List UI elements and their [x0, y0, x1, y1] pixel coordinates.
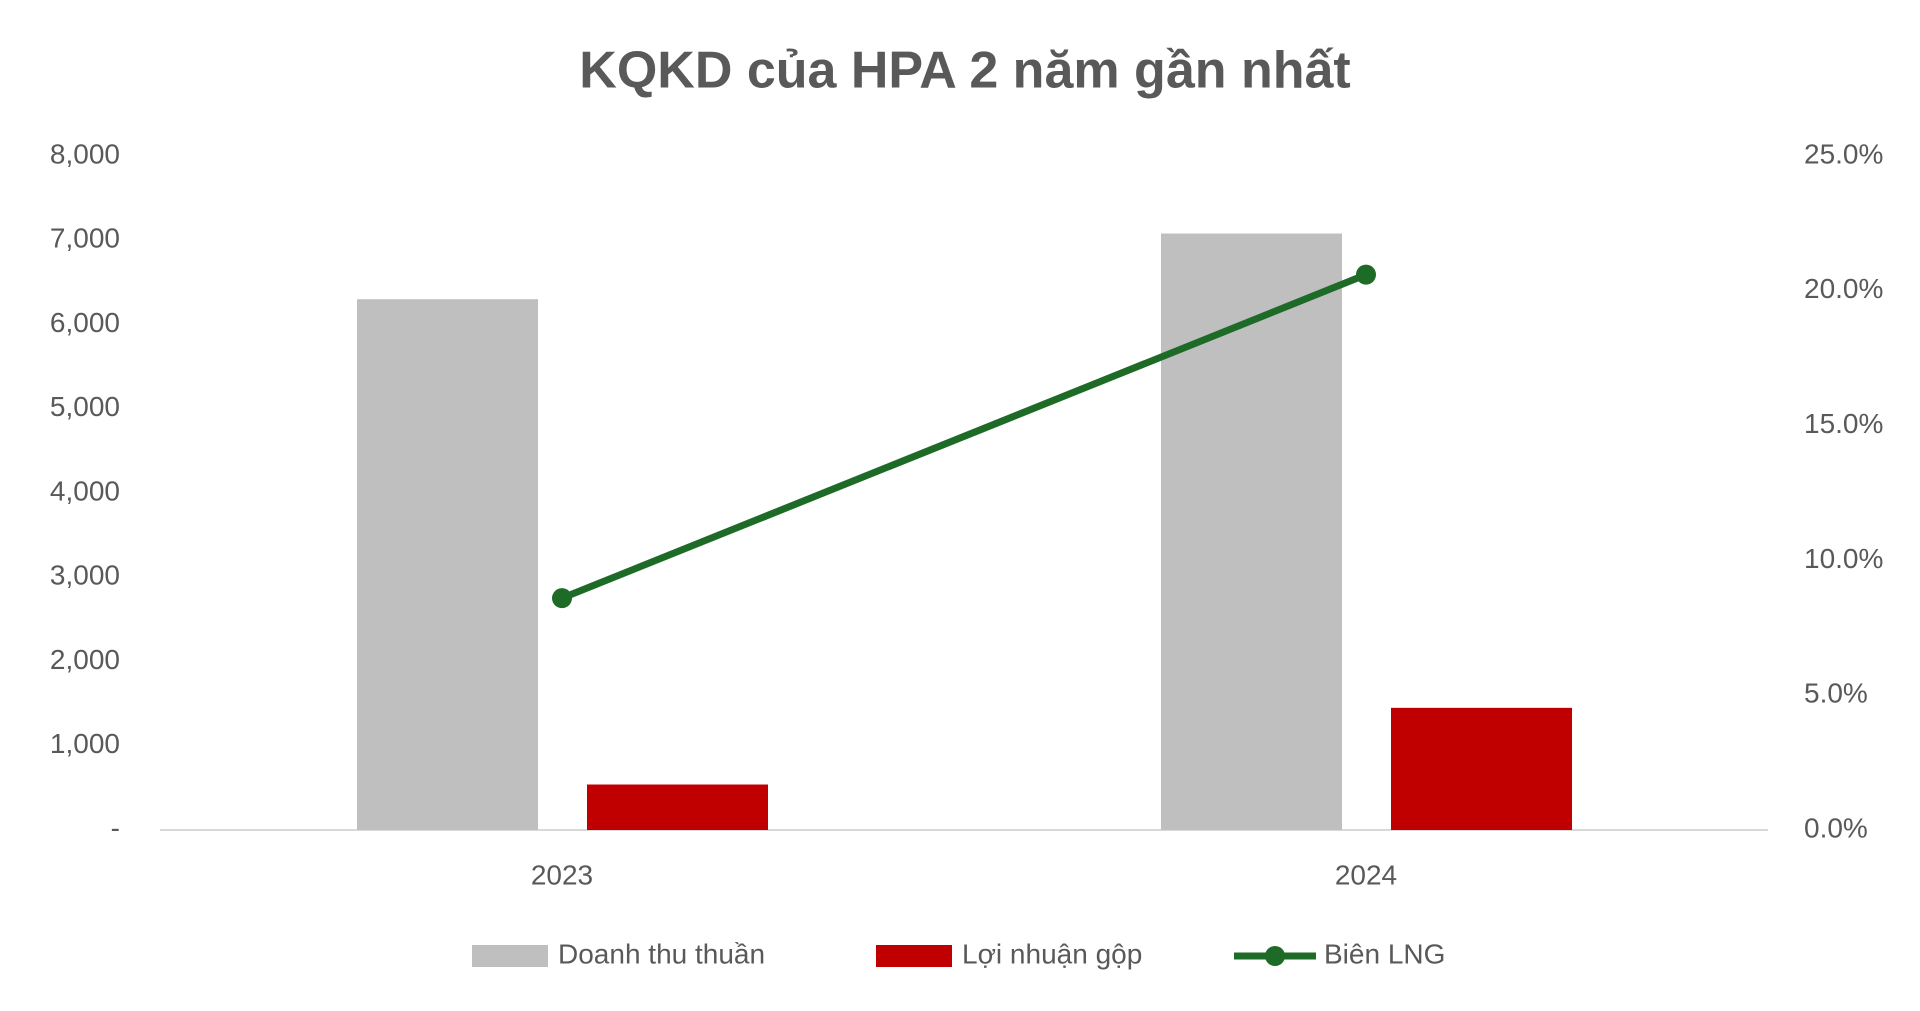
y2-tick-label: 5.0%	[1804, 678, 1868, 709]
y2-tick-label: 10.0%	[1804, 543, 1883, 574]
y-tick-label: 8,000	[50, 138, 120, 169]
legend-label: Doanh thu thuần	[558, 938, 765, 969]
line-marker	[552, 588, 572, 609]
legend-swatch	[876, 945, 952, 967]
legend-swatch	[1265, 946, 1285, 966]
y-tick-label: -	[111, 812, 120, 843]
line-marker	[1356, 264, 1376, 285]
y-tick-label: 5,000	[50, 391, 120, 422]
bar	[1391, 707, 1572, 830]
bar	[357, 299, 538, 831]
x-tick-label: 2023	[531, 859, 593, 890]
y2-tick-label: 15.0%	[1804, 408, 1883, 439]
y2-tick-label: 25.0%	[1804, 138, 1883, 169]
legend-swatch	[472, 945, 548, 967]
y2-tick-label: 20.0%	[1804, 273, 1883, 304]
y-tick-label: 3,000	[50, 560, 120, 591]
bar	[1161, 233, 1342, 830]
chart-title: KQKD của HPA 2 năm gần nhất	[579, 42, 1350, 100]
legend-label: Biên LNG	[1324, 938, 1445, 969]
y-tick-label: 6,000	[50, 307, 120, 338]
y2-tick-label: 0.0%	[1804, 812, 1868, 843]
x-tick-label: 2024	[1335, 859, 1397, 890]
line	[560, 271, 1368, 602]
y-tick-label: 7,000	[50, 223, 120, 254]
y-tick-label: 4,000	[50, 475, 120, 506]
bar	[587, 784, 768, 830]
y-tick-label: 1,000	[50, 728, 120, 759]
y-tick-label: 2,000	[50, 644, 120, 675]
legend-label: Lợi nhuận gộp	[962, 938, 1142, 969]
